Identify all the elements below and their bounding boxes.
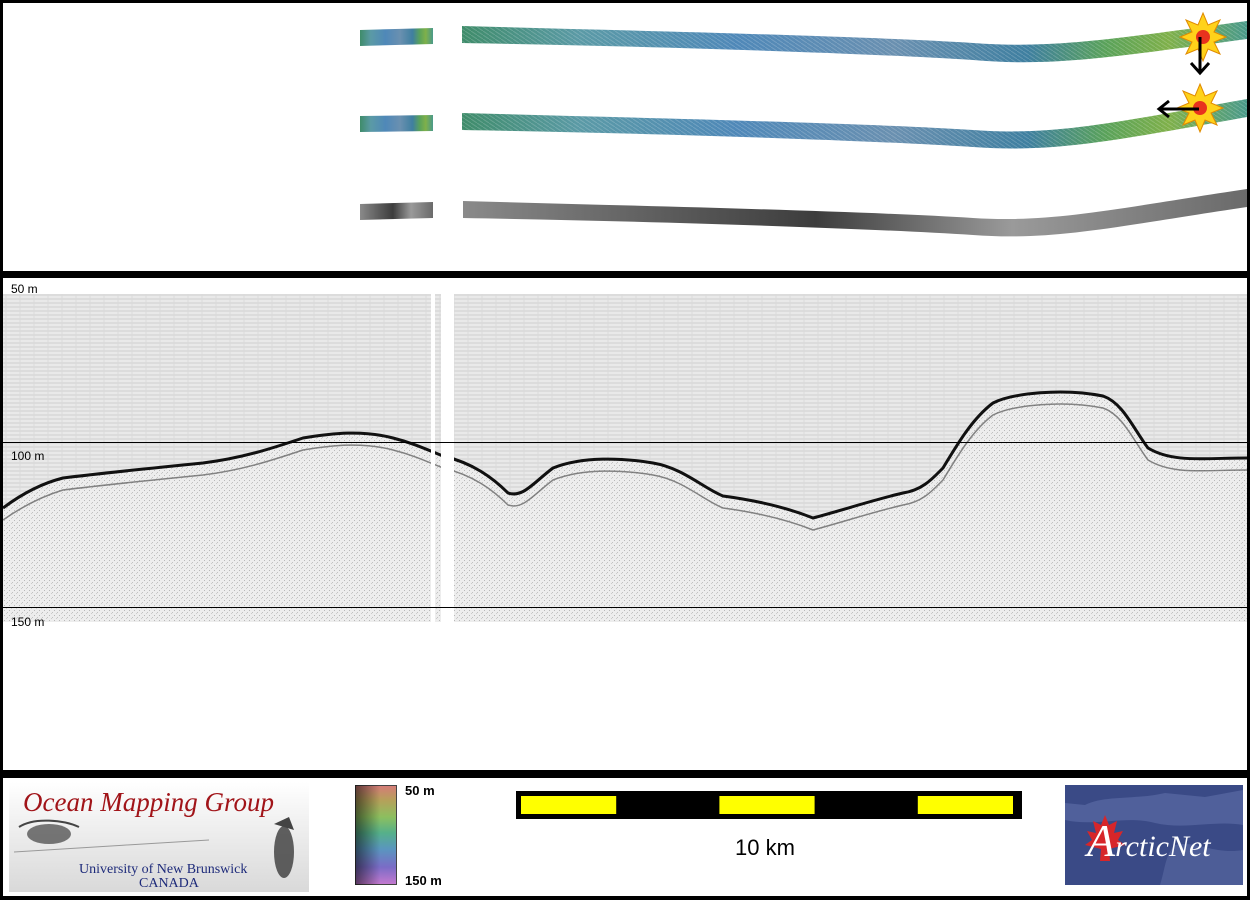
depth-label: 150 m: [11, 615, 45, 629]
scale-bar-segment: [719, 796, 815, 814]
scale-bar-segment: [521, 796, 617, 814]
scale-bar: [516, 791, 1022, 819]
footer-panel: Ocean Mapping Group University of New Br…: [3, 778, 1247, 896]
starburst-icon: [1175, 82, 1225, 134]
arcticnet-rest: rcticNet: [1115, 830, 1211, 863]
legend-top-label: 50 m: [405, 783, 435, 798]
swath-strip-backscatter: [360, 189, 1247, 237]
swath-panel: [3, 3, 1247, 271]
omg-university: University of New Brunswick: [79, 862, 248, 877]
sediment-layer: [3, 392, 1247, 622]
arcticnet-initial: A: [1087, 815, 1116, 866]
profile-panel: 50 m 100 m 150 m: [3, 278, 1247, 770]
omg-country: CANADA: [139, 876, 199, 891]
swath-map: [360, 11, 1247, 237]
omg-title: Ocean Mapping Group: [23, 787, 274, 817]
whale-icon: [13, 817, 294, 878]
seabed-reflector: [3, 390, 1247, 520]
starburst-icon: [1178, 11, 1228, 63]
depth-label: 50 m: [11, 282, 38, 296]
scale-bar-label: 10 km: [735, 835, 795, 860]
data-gap: [441, 294, 454, 622]
swath-strip-colour-1: [360, 21, 1247, 63]
maple-leaf-icon: [1065, 790, 1243, 885]
legend-bottom-label: 150 m: [405, 873, 442, 888]
depth-label: 100 m: [11, 449, 45, 463]
scale-bar-segment: [917, 796, 1013, 814]
arrow-down-icon: [1189, 37, 1211, 76]
sub-bottom-reflector: [3, 403, 1247, 531]
profile-section: [3, 294, 1247, 622]
swath-strip-colour-2: [360, 99, 1247, 149]
depth-colour-legend: [355, 785, 397, 885]
arcticnet-wordmark: ArcticNet: [1087, 814, 1211, 867]
arrow-left-icon: [1156, 99, 1199, 119]
ocean-mapping-group-logo: Ocean Mapping Group University of New Br…: [9, 782, 309, 892]
arcticnet-logo: [1065, 785, 1243, 885]
data-gap: [431, 294, 435, 622]
